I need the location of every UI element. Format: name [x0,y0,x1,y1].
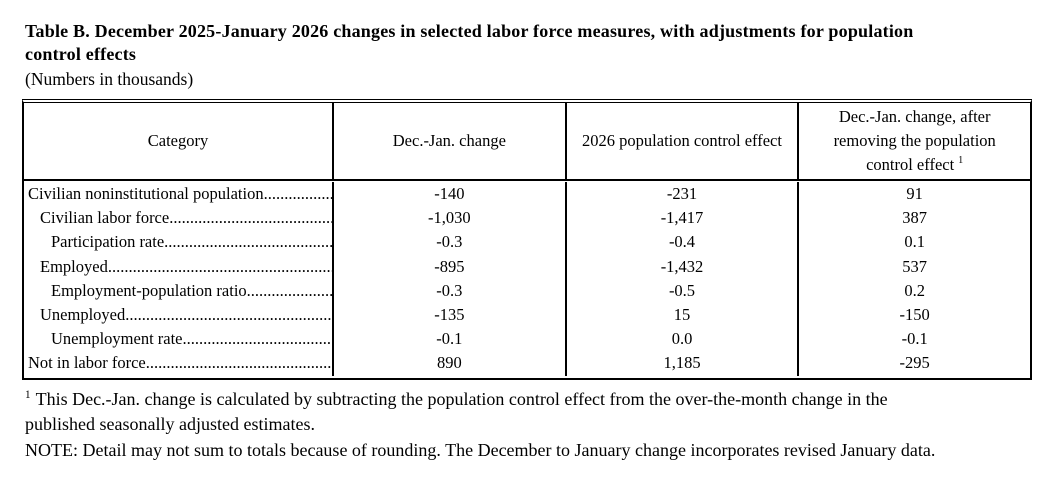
dot-leader: ........................................… [125,304,332,324]
table-title: Table B. December 2025-January 2026 chan… [25,20,1055,66]
header-change-after-text: Dec.-Jan. change, after removing the pop… [813,105,1016,177]
category-label: Participation rate [51,232,165,252]
row-category: Unemployment rate ......................… [24,327,334,352]
table-title-line-2: control effects [25,44,137,64]
table-row-civilian-labor-force: Civilian labor force ...................… [24,206,1030,231]
cell-population-control-effect: -1,432 [567,254,800,279]
cell-change-after-removing: 537 [902,256,928,276]
row-category: Employment-population ratio ............… [24,278,334,303]
category-label: Employed [40,256,108,276]
dot-leader: ........................................… [145,353,332,373]
row-category: Employed ...............................… [24,254,334,279]
cell-dec-jan-change: -0.3 [334,278,567,303]
note: NOTE: Detail may not sum to totals becau… [25,439,936,460]
cell-population-control-effect: 0.0 [567,327,800,352]
row-category: Participation rate .....................… [24,230,334,255]
dot-leader: ........................................… [263,184,332,203]
cell-population-control-effect: -231 [567,182,800,207]
header-2026-population-control-effect: 2026 population control effect [567,103,800,179]
cell-dec-jan-change: 890 [334,351,567,376]
category-label: Civilian noninstitutional population [28,184,264,203]
table-title-line-1: Table B. December 2025-January 2026 chan… [25,21,914,41]
dot-leader: ........................................… [182,329,332,349]
table-row-employment-population-ratio: Employment-population ratio ............… [24,278,1030,303]
category-label: Civilian labor force [40,208,170,228]
cell-population-control-effect: -0.4 [567,230,800,255]
cell-change-after-removing: 0.2 [904,280,925,300]
header-change-after-removing-control-effect: Dec.-Jan. change, after removing the pop… [799,103,1030,179]
table-row-not-in-labor-force: Not in labor force .....................… [24,351,1030,376]
dot-leader: ........................................… [246,280,332,300]
cell-population-control-effect: -0.5 [567,278,800,303]
footnotes: 1 This Dec.-Jan. change is calculated by … [25,387,1037,464]
dot-leader: ........................................… [164,232,332,252]
header-dec-jan-change: Dec.-Jan. change [334,103,567,179]
category-label: Not in labor force [28,353,146,373]
labor-force-table: Category Dec.-Jan. change 2026 populatio… [22,99,1032,380]
footnote-1-marker: 1 [25,388,31,401]
header-change-after-label: Dec.-Jan. change, after removing the pop… [833,107,996,174]
table-row-employed: Employed ...............................… [24,254,1030,279]
cell-dec-jan-change: -140 [334,182,567,207]
cell-change-after-removing: 387 [902,208,928,228]
table-row-civilian-noninstitutional-population: Civilian noninstitutional population ...… [24,182,1030,207]
table-row-unemployment-rate: Unemployment rate ......................… [24,327,1030,352]
footnote-1-line-1: 1 This Dec.-Jan. change is calculated by … [25,387,1037,413]
cell-change-after-removing: 0.1 [904,232,925,252]
row-category: Not in labor force .....................… [24,351,334,376]
cell-dec-jan-change: -135 [334,302,567,328]
category-label: Employment-population ratio [51,280,247,300]
cell-dec-jan-change: -0.1 [334,327,567,352]
cell-dec-jan-change: -895 [334,254,567,279]
row-category: Unemployed .............................… [24,302,334,328]
footnote-1-line-2: published seasonally adjusted estimates. [25,414,315,434]
header-footnote-marker: 1 [958,155,964,167]
cell-dec-jan-change: -0.3 [334,230,567,255]
cell-change-after-removing: -295 [899,353,930,373]
category-label: Unemployed [40,304,126,324]
table-row-participation-rate: Participation rate .....................… [24,230,1030,255]
cell-population-control-effect: 15 [567,302,800,328]
category-label: Unemployment rate [51,329,183,349]
footnote-1-text: This Dec.-Jan. change is calculated by s… [35,388,888,409]
table-row-unemployed: Unemployed .............................… [24,302,1030,328]
row-category: Civilian noninstitutional population ...… [24,182,334,207]
row-category: Civilian labor force ...................… [24,206,334,231]
dot-leader: ........................................… [169,208,332,228]
cell-change-after-removing: 91 [906,184,923,203]
cell-population-control-effect: -1,417 [567,206,800,231]
table-body: Civilian noninstitutional population ...… [24,181,1030,378]
cell-dec-jan-change: -1,030 [334,206,567,231]
table-subtitle: (Numbers in thousands) [25,69,194,89]
dot-leader: ........................................… [107,256,332,276]
cell-population-control-effect: 1,185 [567,351,800,376]
footnote-1: 1 This Dec.-Jan. change is calculated by … [25,387,1037,438]
document: Table B. December 2025-January 2026 chan… [22,20,1055,464]
table-header-row: Category Dec.-Jan. change 2026 populatio… [24,103,1030,181]
cell-change-after-removing: -0.1 [901,329,928,349]
cell-change-after-removing: -150 [899,304,930,324]
header-category: Category [24,103,334,179]
